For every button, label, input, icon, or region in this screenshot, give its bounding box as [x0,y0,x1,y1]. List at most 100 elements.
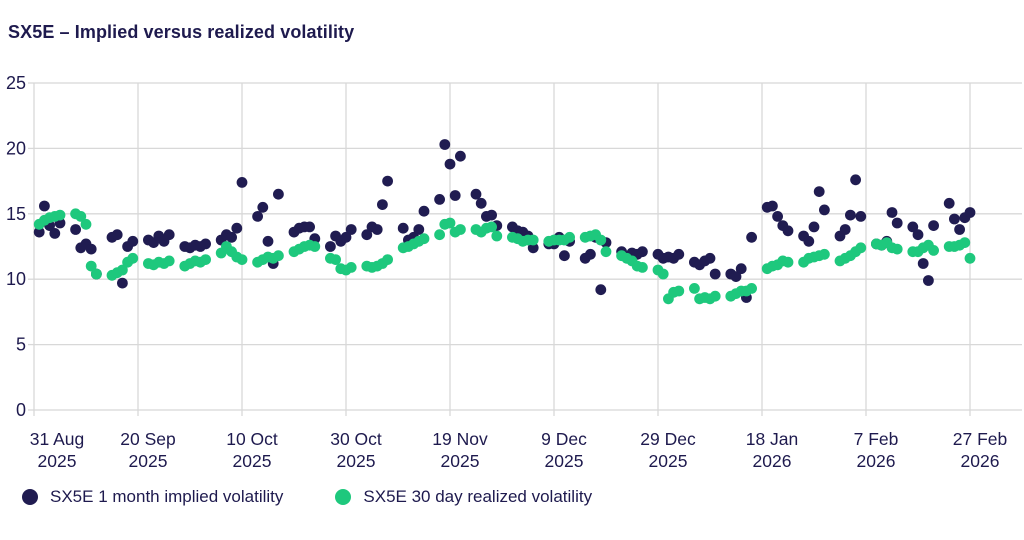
data-point-realized [80,218,92,230]
data-point-realized [54,209,66,221]
data-point-implied [434,194,445,205]
data-point-implied [486,209,497,221]
legend-item-realized: SX5E 30 day realized volatility [335,487,592,507]
x-tick-label: 30 Oct 2025 [330,429,382,471]
data-point-realized [382,254,393,265]
data-point-realized [75,211,87,222]
data-point-realized [891,243,903,255]
data-point-implied [709,268,721,280]
data-point-implied [912,229,924,241]
legend-label-realized: SX5E 30 day realized volatility [363,487,593,506]
data-point-realized [309,241,321,252]
data-point-implied [808,221,820,233]
y-tick-label: 0 [16,400,26,420]
data-point-implied [730,271,742,282]
x-tick-label: 9 Dec 2025 [541,429,587,471]
data-point-implied [673,248,685,260]
data-point-realized [330,254,341,265]
y-tick-label: 5 [16,335,26,355]
data-point-implied [200,238,212,250]
data-point-implied [943,197,955,209]
data-point-implied [382,175,393,187]
data-point-realized [709,290,721,302]
data-point-implied [70,224,81,235]
x-tick-label: 29 Dec 2025 [640,429,696,471]
data-point-realized [486,221,497,233]
data-point-realized [345,262,357,273]
y-tick-label: 25 [6,73,26,93]
data-point-realized [455,224,466,235]
data-point-implied [49,228,61,239]
data-point-implied [964,207,976,218]
data-point-implied [226,231,238,243]
grid-lines [28,82,1022,416]
data-point-implied [891,217,903,229]
chart-legend: SX5E 1 month implied volatility SX5E 30 … [22,487,592,507]
data-point-implied [949,213,960,225]
implied-series-swatch-icon [22,489,38,505]
data-point-implied [559,250,570,262]
series-realized [33,208,976,305]
data-point-implied [377,199,388,211]
data-point-implied [304,221,315,233]
data-point-implied [813,186,825,198]
data-point-implied [413,224,425,235]
data-point-implied [839,224,851,235]
x-tick-label: 7 Feb 2026 [854,429,899,471]
data-point-implied [782,225,794,237]
data-point-implied [345,224,357,235]
data-point-implied [907,221,919,233]
data-point-realized [434,229,445,241]
data-point-realized [91,268,102,280]
data-point-implied [449,190,461,201]
data-point-implied [735,263,747,275]
data-point-realized [689,283,700,294]
y-tick-label: 10 [6,269,26,289]
data-point-realized [782,256,794,268]
data-point-implied [418,205,430,217]
data-point-implied [527,242,539,254]
data-point-realized [418,233,430,245]
data-point-realized [964,252,976,264]
data-point-realized [595,234,607,246]
data-point-realized [600,246,612,258]
legend-label-implied: SX5E 1 month implied volatility [50,487,284,506]
data-point-implied [455,150,466,162]
chart-title: SX5E – Implied versus realized volatilit… [8,22,355,42]
data-point-implied [855,211,867,222]
data-point-implied [470,188,482,200]
data-point-realized [273,250,284,262]
data-point-implied [439,139,451,150]
volatility-scatter-chart: 0 5 10 15 20 25 31 Aug 2025 20 Sep 2025 10 Oct 2025… [6,73,1022,471]
data-point-realized [85,260,97,272]
data-point-implied [845,209,856,221]
data-point-implied [33,226,45,238]
data-point-implied [819,204,830,216]
data-point-implied [928,220,939,232]
data-point-implied [163,229,175,241]
data-point-realized [928,245,939,256]
x-tick-label: 10 Oct 2025 [226,429,278,471]
data-point-implied [772,211,783,222]
data-point-implied [746,231,757,243]
data-point-implied [117,277,128,289]
data-point-implied [340,231,352,243]
data-point-implied [361,229,373,241]
series-implied [33,139,976,303]
data-point-realized [657,268,669,280]
data-point-realized [127,252,139,264]
x-tick-label: 20 Sep 2025 [120,429,175,471]
data-point-realized [819,248,830,260]
data-point-implied [954,224,965,235]
data-point-implied [85,243,97,255]
axis-labels: 0 5 10 15 20 25 31 Aug 2025 20 Sep 2025 10 Oct 2025… [6,73,1007,471]
data-point-implied [397,222,409,234]
data-point-realized [855,242,867,254]
data-point-realized [673,285,685,297]
data-point-implied [803,235,815,247]
data-point-implied [767,200,778,212]
data-point-realized [163,255,175,267]
data-point-implied [704,252,716,264]
data-point-realized [200,254,212,265]
